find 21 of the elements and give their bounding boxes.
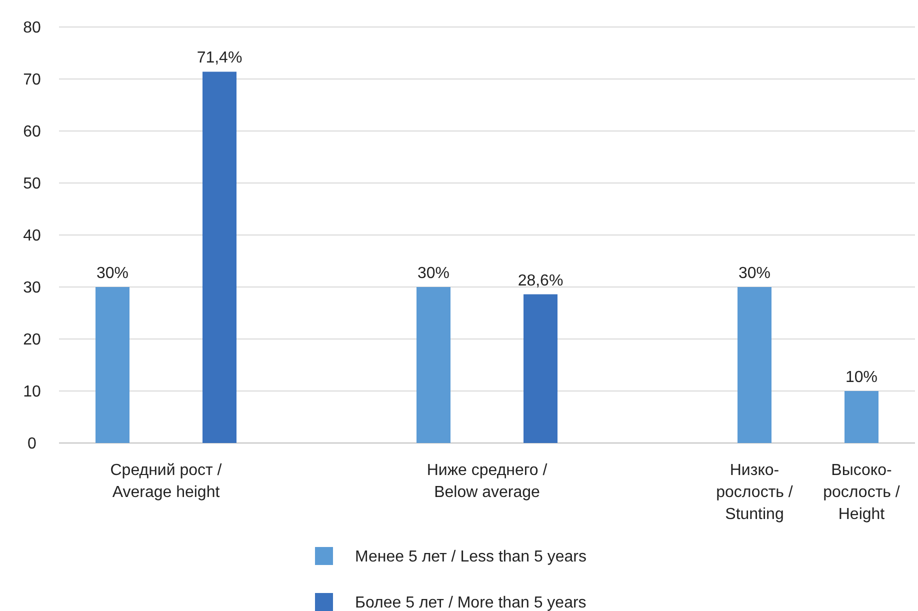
legend-label: Более 5 лет / More than 5 years [355, 594, 586, 611]
legend-label: Менее 5 лет / Less than 5 years [355, 548, 586, 566]
data-label: 30% [738, 265, 771, 282]
data-label: 28,6% [518, 272, 564, 290]
y-tick-label: 40 [23, 228, 41, 245]
y-tick-label: 50 [23, 176, 41, 193]
x-tick-label: Ниже среднего / Below average [426, 462, 548, 501]
y-tick-label: 70 [23, 72, 41, 89]
y-tick-label: 0 [28, 436, 37, 453]
x-tick-label: Низко-рослость / Stunting [716, 462, 794, 523]
data-label: 10% [845, 369, 878, 386]
y-tick-label: 80 [23, 20, 41, 37]
x-tick-label: Высоко-рослость / Height [823, 462, 900, 523]
x-tick-label: Средний рост / Average height [110, 462, 222, 501]
y-tick-label: 30 [23, 280, 41, 297]
y-tick-label: 10 [23, 384, 41, 401]
data-label: 71,4% [196, 50, 242, 67]
y-tick-label: 60 [23, 124, 41, 141]
y-tick-label: 20 [23, 332, 41, 349]
data-label: 30% [417, 265, 450, 282]
data-label: 30% [96, 265, 129, 282]
